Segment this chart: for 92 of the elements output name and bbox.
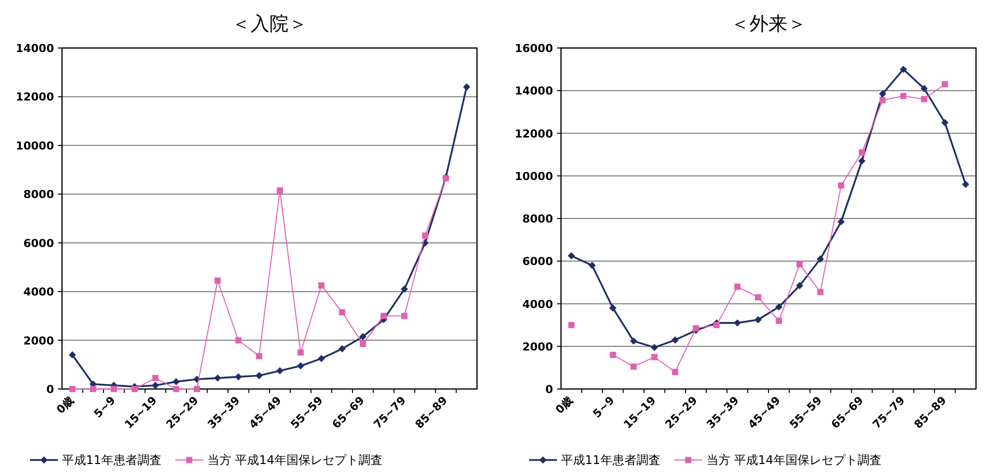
point [297, 362, 304, 370]
point [152, 374, 158, 382]
point [110, 386, 117, 392]
point [338, 345, 346, 352]
legend-label: 当方 平成14年国保レセプト調査 [706, 453, 882, 467]
y-tick-label: 14000 [16, 42, 54, 55]
point [900, 66, 907, 73]
y-tick-label: 6000 [23, 236, 54, 250]
point [962, 180, 970, 188]
point [401, 312, 408, 320]
point [609, 304, 616, 312]
point [256, 353, 262, 360]
x-tick-label: 0歳 [553, 394, 576, 416]
point [920, 84, 928, 92]
chart-title: ＜外来＞ [730, 13, 806, 35]
chart-title: ＜入院＞ [232, 13, 308, 35]
point [68, 351, 76, 358]
point [796, 261, 803, 268]
y-tick-label: 10000 [16, 139, 54, 152]
point [672, 368, 678, 376]
point [610, 352, 616, 358]
point [942, 81, 948, 88]
point [214, 278, 221, 284]
point [816, 255, 824, 263]
point [463, 83, 470, 91]
point [734, 284, 740, 290]
point [214, 374, 222, 382]
point [400, 286, 408, 293]
point [817, 288, 824, 296]
point [588, 262, 596, 269]
y-tick-label: 16000 [514, 42, 554, 55]
point [298, 349, 304, 356]
point [796, 282, 804, 290]
point [234, 373, 242, 380]
point [90, 386, 96, 392]
point [941, 118, 948, 126]
point [672, 336, 679, 344]
point [276, 367, 284, 374]
y-tick-label: 12000 [514, 127, 554, 140]
point [775, 303, 782, 311]
y-tick-label: 0 [545, 383, 554, 396]
y-tick-label: 14000 [514, 84, 554, 98]
point [380, 312, 387, 320]
legend-label: 平成11年患者調査 [561, 453, 660, 467]
point [858, 157, 866, 165]
point [568, 322, 574, 328]
point [879, 90, 886, 98]
y-tick-label: 6000 [522, 255, 554, 268]
y-tick-label: 4000 [522, 298, 554, 311]
point [650, 344, 658, 352]
y-tick-label: 8000 [522, 212, 554, 226]
point [422, 232, 428, 239]
point [132, 386, 138, 392]
point [360, 340, 366, 348]
point [318, 354, 325, 362]
point [630, 364, 637, 370]
y-tick-label: 4000 [23, 286, 54, 299]
point [235, 337, 242, 344]
point [838, 218, 845, 226]
point [318, 282, 324, 289]
point [194, 386, 200, 392]
legend-label: 平成11年患者調査 [62, 453, 162, 467]
point [755, 294, 762, 300]
point [880, 97, 886, 104]
y-tick-label: 10000 [514, 170, 554, 183]
point [173, 386, 180, 392]
point [630, 337, 638, 345]
y-tick-label: 12000 [16, 90, 54, 104]
point [152, 382, 159, 389]
y-tick-label: 0 [46, 383, 54, 396]
point [339, 309, 346, 316]
y-tick-label: 2000 [23, 334, 54, 348]
y-tick-label: 2000 [522, 340, 554, 354]
point [734, 319, 741, 327]
point [359, 333, 366, 340]
point [651, 354, 658, 360]
point [172, 378, 180, 386]
point [568, 252, 575, 260]
legend-label: 当方 平成14年国保レセプト調査 [207, 453, 382, 467]
point [256, 372, 263, 380]
point [776, 318, 782, 324]
point [69, 386, 76, 392]
point [754, 316, 762, 324]
point [714, 322, 720, 328]
point [276, 187, 283, 194]
point [900, 92, 906, 100]
point [921, 96, 928, 102]
y-tick-label: 8000 [23, 188, 54, 202]
point [838, 182, 844, 189]
point [858, 149, 865, 156]
point [692, 325, 699, 332]
x-tick-label: 0歳 [54, 394, 76, 416]
